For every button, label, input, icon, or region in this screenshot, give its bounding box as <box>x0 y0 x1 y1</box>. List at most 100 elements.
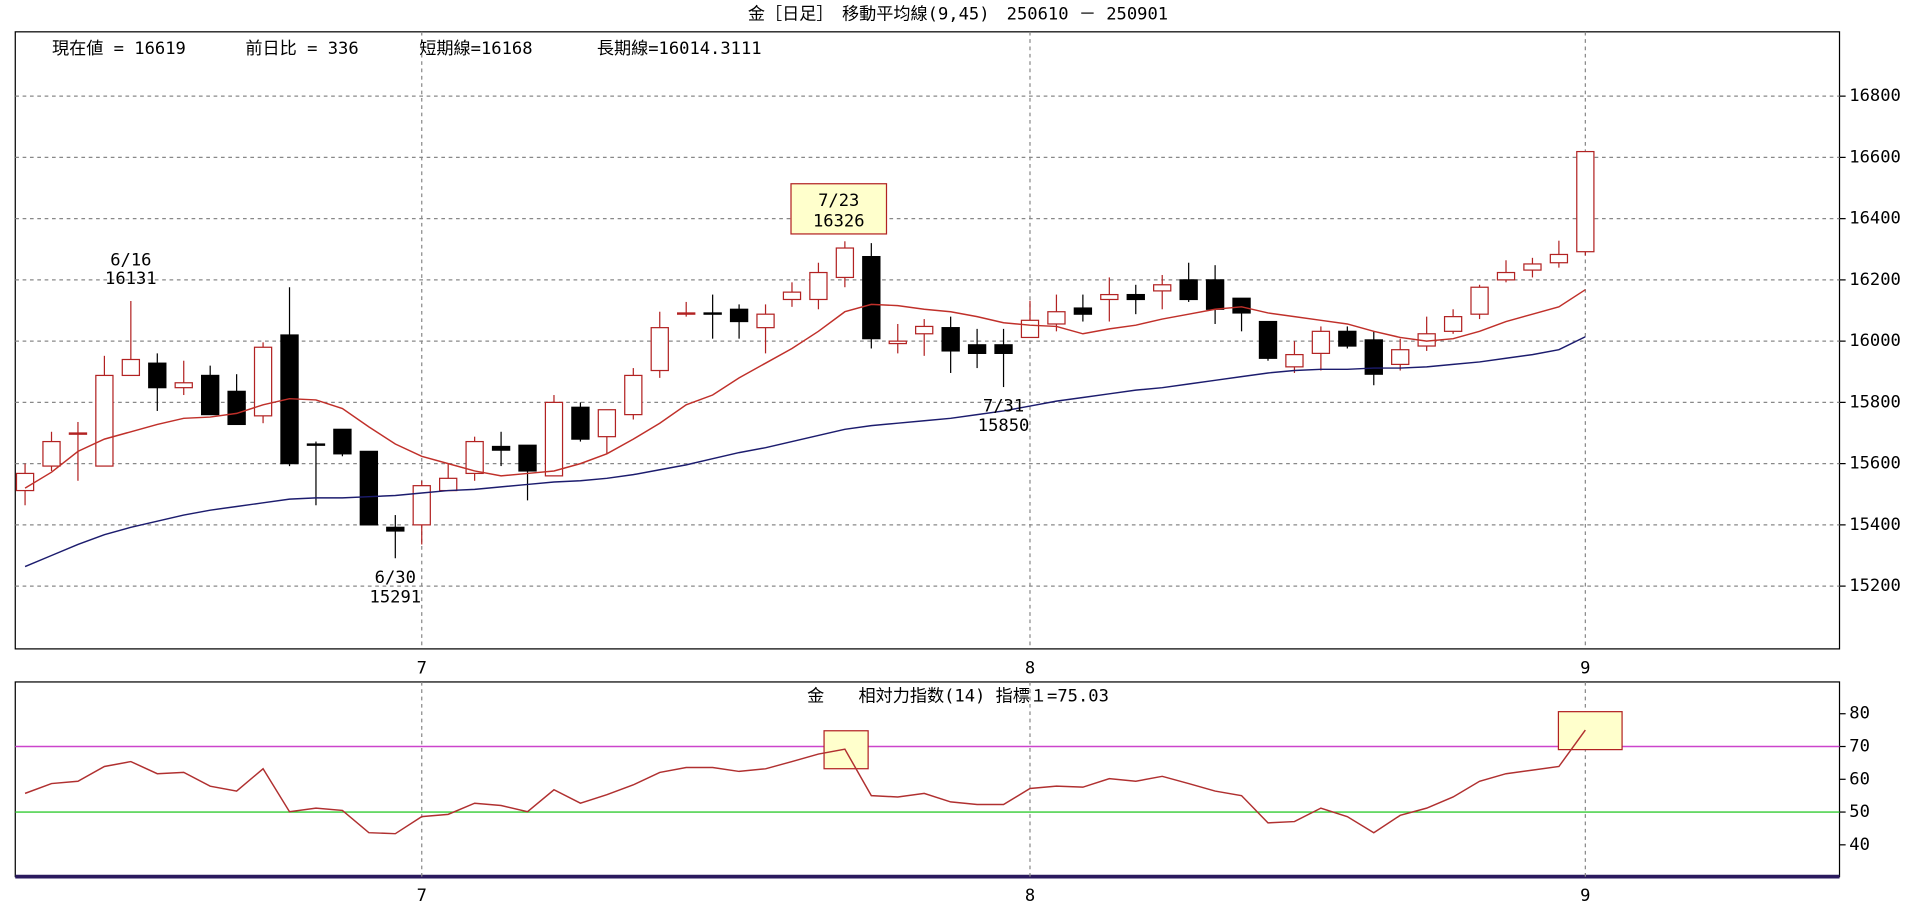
candle-body <box>1364 339 1383 375</box>
candle-body <box>994 344 1013 354</box>
y-tick-label: 15600 <box>1849 454 1901 474</box>
highlight-box <box>1557 711 1623 751</box>
candle-body <box>703 312 722 315</box>
x-tick-label: 7 <box>417 658 427 678</box>
candle-body <box>1391 349 1410 366</box>
candle-body <box>174 382 193 389</box>
y-tick-label: 16200 <box>1849 270 1901 290</box>
candle-body <box>1311 330 1331 354</box>
candle-body <box>1020 319 1040 339</box>
annotation-date: 6/30 <box>375 568 416 588</box>
candle-body <box>1179 279 1198 301</box>
y-tick-label: 50 <box>1849 802 1870 822</box>
candle-body <box>412 485 431 526</box>
info-text: 現在値 = 16619 <box>52 39 186 59</box>
info-text: 短期線=16168 <box>419 39 532 59</box>
x-tick-label: 9 <box>1580 886 1590 906</box>
candle-body <box>1549 253 1569 264</box>
y-tick-label: 16000 <box>1849 331 1901 351</box>
y-tick-label: 15400 <box>1849 515 1901 535</box>
candle-body <box>544 401 564 477</box>
annotation-value: 16131 <box>105 269 157 289</box>
annotation-box <box>790 183 888 235</box>
candle-body <box>1073 307 1093 315</box>
candle-body <box>95 374 114 467</box>
candle-body <box>1153 284 1172 292</box>
candle-body <box>1443 316 1463 332</box>
candle-body <box>624 374 643 416</box>
candle-body <box>518 444 537 472</box>
candle-body <box>888 340 907 345</box>
candle-body <box>121 358 141 377</box>
background <box>3 0 1913 906</box>
y-tick-label: 16800 <box>1849 86 1901 106</box>
candle-body <box>677 312 696 315</box>
annotation-value: 15850 <box>978 416 1030 436</box>
candle-body <box>650 327 669 372</box>
candle-body <box>571 406 590 440</box>
candle-body <box>1126 293 1145 301</box>
candle-body <box>1576 150 1595 253</box>
candle-body <box>729 308 749 323</box>
candle-body <box>465 440 484 475</box>
y-tick-label: 80 <box>1849 704 1870 724</box>
annotation-date: 7/23 <box>818 191 859 211</box>
candle-body <box>967 344 987 354</box>
candle-body <box>1258 320 1278 359</box>
rsi-title: 金 相対力指数(14) 指標１=75.03 <box>807 687 1109 707</box>
highlight-box <box>823 730 869 770</box>
candle-body <box>306 443 326 446</box>
info-text: 長期線=16014.3111 <box>597 39 762 59</box>
candle-body <box>1232 297 1251 314</box>
candle-body <box>597 409 617 438</box>
candle-body <box>491 445 511 451</box>
candle-body <box>148 362 167 389</box>
x-tick-label: 8 <box>1025 886 1035 906</box>
candle-body <box>1470 286 1489 315</box>
candle-body <box>915 325 934 335</box>
y-tick-label: 15800 <box>1849 392 1901 412</box>
candle-body <box>42 440 61 467</box>
candle-body <box>1523 263 1542 271</box>
candle-body <box>756 313 775 329</box>
y-tick-label: 60 <box>1849 769 1870 789</box>
info-text: 前日比 = 336 <box>245 39 358 59</box>
candle-body <box>809 271 828 301</box>
candle-body <box>359 450 379 526</box>
x-tick-label: 9 <box>1580 658 1590 678</box>
candle-body <box>386 526 405 532</box>
annotation-value: 16326 <box>813 212 865 232</box>
candle-body <box>439 477 458 492</box>
candle-body <box>1338 330 1357 347</box>
candle-body <box>1496 271 1516 281</box>
candle-body <box>227 390 246 426</box>
candle-body <box>862 255 881 340</box>
y-tick-label: 16600 <box>1849 147 1901 167</box>
annotation-value: 15291 <box>370 587 422 607</box>
y-tick-label: 15200 <box>1849 576 1901 596</box>
candle-body <box>1285 353 1304 368</box>
x-tick-label: 7 <box>417 886 427 906</box>
annotation-date: 6/16 <box>110 251 151 271</box>
candle-body <box>1100 293 1119 301</box>
candle-body <box>782 291 802 301</box>
price-panel <box>14 31 1841 650</box>
moving-average-line <box>24 336 1586 568</box>
candle-body <box>1205 279 1225 310</box>
candle-body <box>1047 311 1066 325</box>
y-tick-label: 70 <box>1849 737 1870 757</box>
x-tick-label: 8 <box>1025 658 1035 678</box>
rsi-line <box>24 729 1586 835</box>
moving-average-line <box>24 289 1586 489</box>
candle-body <box>333 428 352 455</box>
candle-body <box>253 346 273 417</box>
y-tick-label: 16400 <box>1849 209 1901 229</box>
candle-body <box>941 327 960 352</box>
chart-title: 金［日足］ 移動平均線(9,45) 250610 － 250901 <box>748 5 1168 25</box>
annotation-date: 7/31 <box>983 397 1024 417</box>
y-tick-label: 40 <box>1849 835 1870 855</box>
candle-body <box>835 247 855 279</box>
candle-body <box>201 374 220 416</box>
candle-body <box>68 432 88 435</box>
